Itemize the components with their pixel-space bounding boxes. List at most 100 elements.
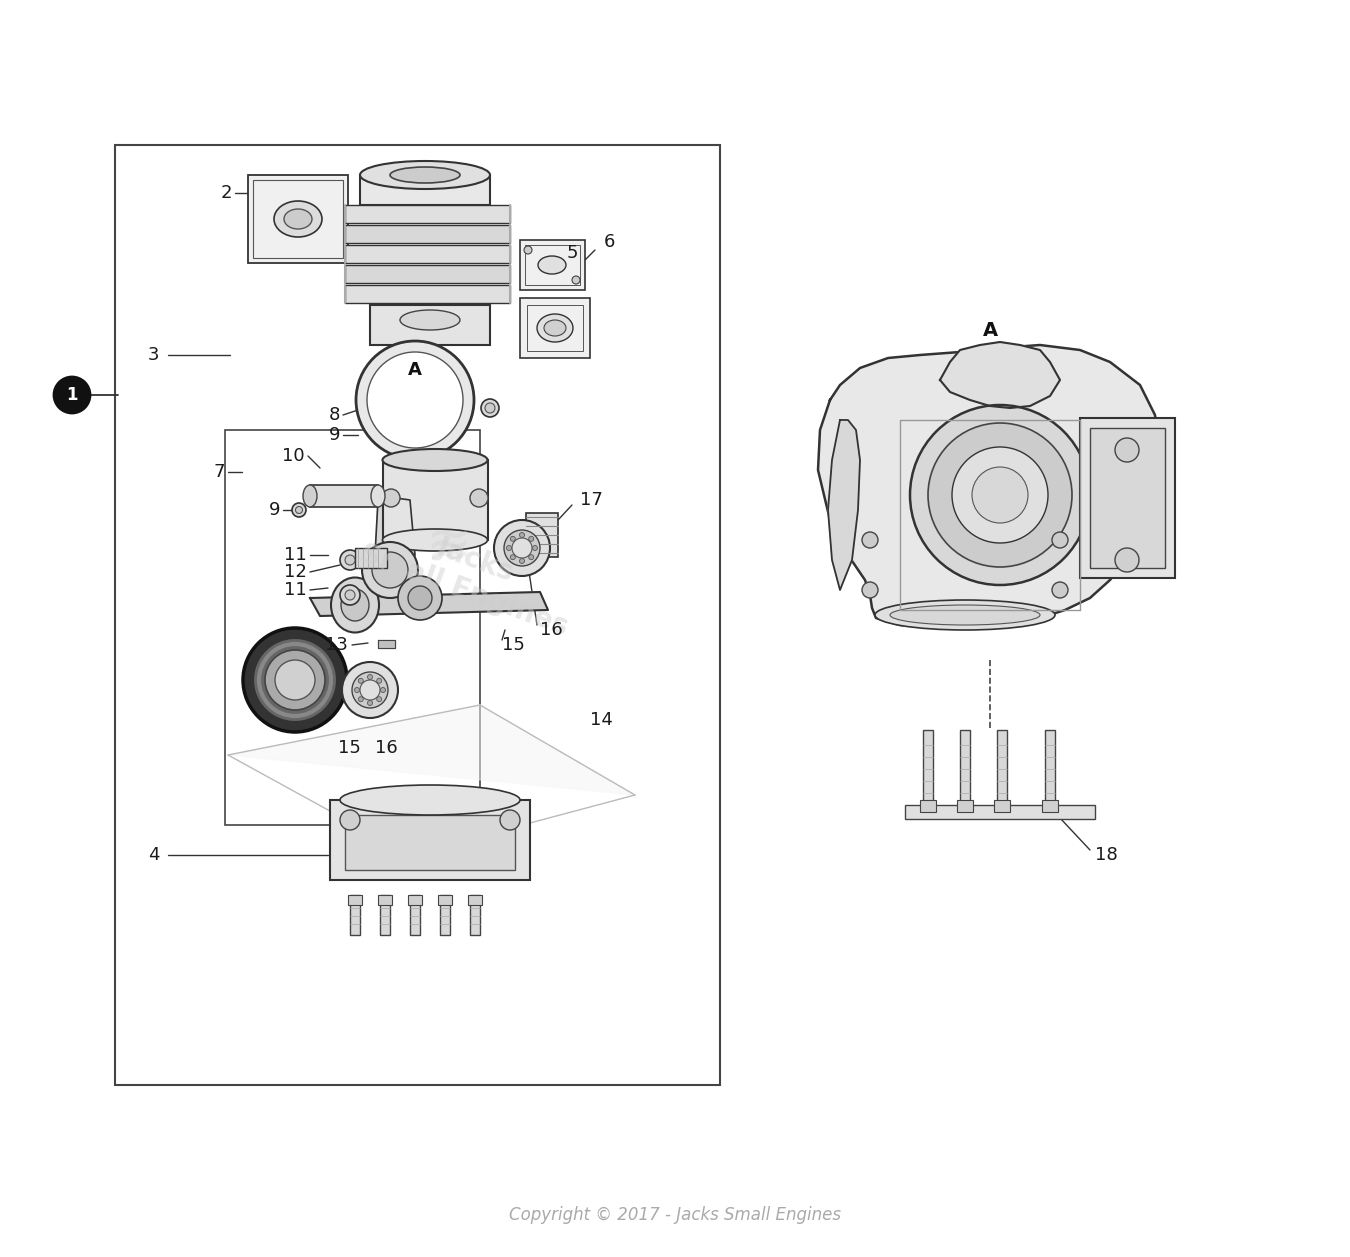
- Bar: [346, 815, 514, 870]
- Text: A: A: [408, 361, 423, 380]
- Text: 7: 7: [213, 463, 225, 481]
- Circle shape: [470, 489, 487, 507]
- Text: 11: 11: [285, 546, 306, 564]
- Text: 9: 9: [328, 426, 340, 444]
- Circle shape: [485, 403, 495, 414]
- Bar: [525, 245, 580, 285]
- Bar: [383, 460, 487, 541]
- Circle shape: [504, 530, 540, 566]
- Ellipse shape: [890, 605, 1040, 625]
- Circle shape: [520, 533, 525, 538]
- Circle shape: [352, 672, 387, 708]
- Bar: [468, 895, 482, 905]
- Bar: [923, 730, 933, 808]
- Bar: [346, 205, 510, 222]
- Text: 14: 14: [590, 711, 613, 729]
- Circle shape: [863, 532, 878, 548]
- Bar: [310, 485, 378, 507]
- Circle shape: [1115, 437, 1139, 463]
- Circle shape: [346, 556, 355, 564]
- Bar: [410, 895, 420, 935]
- Circle shape: [382, 489, 400, 507]
- Ellipse shape: [537, 314, 572, 342]
- Bar: [520, 240, 585, 290]
- Bar: [440, 895, 450, 935]
- Bar: [437, 895, 452, 905]
- Circle shape: [863, 582, 878, 598]
- Circle shape: [398, 576, 441, 620]
- Circle shape: [362, 542, 418, 598]
- Circle shape: [346, 590, 355, 600]
- Bar: [346, 285, 510, 303]
- Ellipse shape: [544, 321, 566, 336]
- Circle shape: [520, 558, 525, 563]
- Bar: [370, 305, 490, 344]
- Polygon shape: [818, 344, 1160, 628]
- Bar: [526, 513, 558, 557]
- Text: 13: 13: [325, 636, 348, 654]
- Circle shape: [360, 680, 379, 700]
- Text: Jacks
Small Engines: Jacks Small Engines: [356, 509, 583, 641]
- Ellipse shape: [875, 600, 1054, 630]
- Bar: [379, 895, 390, 935]
- Text: Copyright © 2017 - Jacks Small Engines: Copyright © 2017 - Jacks Small Engines: [509, 1205, 841, 1224]
- Bar: [248, 175, 348, 263]
- Polygon shape: [375, 498, 414, 578]
- Bar: [998, 730, 1007, 808]
- Ellipse shape: [382, 449, 487, 471]
- Text: 10: 10: [282, 447, 305, 465]
- Circle shape: [529, 554, 533, 559]
- Bar: [957, 799, 973, 812]
- Text: 3: 3: [148, 346, 159, 365]
- Ellipse shape: [367, 352, 463, 447]
- Bar: [1045, 730, 1054, 808]
- Bar: [225, 430, 481, 825]
- Bar: [470, 895, 481, 935]
- Text: 9: 9: [269, 502, 279, 519]
- Text: 16: 16: [375, 739, 398, 757]
- Bar: [1089, 427, 1165, 568]
- Ellipse shape: [390, 167, 460, 184]
- Ellipse shape: [274, 201, 323, 238]
- Ellipse shape: [371, 485, 385, 507]
- Text: 8: 8: [328, 406, 340, 424]
- Circle shape: [494, 520, 549, 576]
- Circle shape: [358, 696, 363, 701]
- Circle shape: [275, 660, 315, 700]
- Circle shape: [292, 503, 306, 517]
- Bar: [1042, 799, 1058, 812]
- Circle shape: [927, 424, 1072, 567]
- Bar: [520, 298, 590, 358]
- Circle shape: [510, 554, 516, 559]
- Text: 6: 6: [603, 233, 616, 251]
- Bar: [994, 799, 1010, 812]
- Circle shape: [1052, 532, 1068, 548]
- Circle shape: [358, 679, 363, 684]
- Ellipse shape: [331, 577, 379, 632]
- Bar: [346, 245, 510, 263]
- Bar: [904, 804, 1095, 820]
- Ellipse shape: [382, 529, 487, 551]
- Ellipse shape: [360, 161, 490, 189]
- Circle shape: [373, 552, 408, 588]
- Circle shape: [972, 468, 1027, 523]
- Text: 11: 11: [285, 581, 306, 600]
- Circle shape: [367, 675, 373, 680]
- Bar: [115, 145, 720, 1085]
- Circle shape: [252, 639, 338, 722]
- Circle shape: [952, 447, 1048, 543]
- Bar: [348, 895, 362, 905]
- Circle shape: [381, 688, 386, 693]
- Bar: [355, 548, 387, 568]
- Bar: [329, 799, 531, 880]
- Text: 12: 12: [284, 563, 306, 581]
- Text: 15: 15: [338, 739, 360, 757]
- Circle shape: [367, 700, 373, 705]
- Text: 17: 17: [580, 491, 603, 509]
- Circle shape: [572, 277, 580, 284]
- Bar: [960, 730, 971, 808]
- Circle shape: [296, 507, 302, 514]
- Ellipse shape: [284, 209, 312, 229]
- Bar: [408, 895, 423, 905]
- Ellipse shape: [342, 590, 369, 621]
